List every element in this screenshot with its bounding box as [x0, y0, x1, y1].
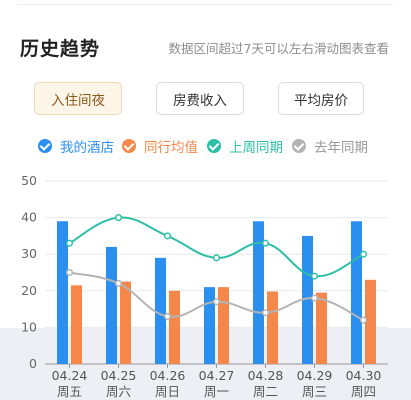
- point-去年同期: [261, 309, 270, 317]
- tab-room-revenue-label: 房费收入: [173, 92, 227, 109]
- bar-我的酒店: [253, 221, 264, 364]
- y-tick-label: 0: [29, 356, 37, 371]
- x-tick-label-weekday: 周二: [253, 384, 278, 399]
- chart-legend: 我的酒店 同行均值 上周同期 去年同期: [0, 136, 411, 156]
- point-去年同期: [114, 279, 123, 288]
- bar-同行均值: [218, 287, 229, 364]
- point-上周同期: [114, 214, 123, 222]
- legend-item-peer-average[interactable]: 同行均值: [122, 136, 198, 156]
- legend-item-last-week[interactable]: 上周同期: [207, 136, 283, 156]
- x-tick-label-date: 04.27: [199, 368, 235, 383]
- legend-item-last-year[interactable]: 去年同期: [292, 136, 368, 156]
- x-tick-label-date: 04.29: [297, 368, 333, 383]
- x-tick-label-weekday: 周六: [106, 384, 131, 399]
- tab-stay-nights[interactable]: 入住间夜: [34, 82, 122, 115]
- point-上周同期: [261, 239, 270, 247]
- top-divider: [18, 4, 393, 5]
- point-去年同期: [359, 316, 368, 324]
- x-tick-label-date: 04.25: [101, 368, 137, 383]
- point-上周同期: [310, 272, 319, 280]
- tab-room-revenue[interactable]: 房费收入: [156, 82, 244, 115]
- bar-我的酒店: [155, 257, 166, 364]
- section-title: 历史趋势: [20, 38, 101, 60]
- bar-我的酒店: [106, 246, 117, 364]
- x-tick-label-weekday: 周五: [57, 384, 82, 399]
- legend-label-my-hotel: 我的酒店: [60, 140, 114, 156]
- legend-item-my-hotel[interactable]: 我的酒店: [38, 136, 114, 156]
- y-tick-label: 10: [21, 319, 37, 334]
- bar-我的酒店: [204, 287, 215, 364]
- x-tick-label-date: 04.28: [248, 368, 284, 383]
- bar-同行均值: [169, 290, 180, 364]
- x-tick-label-weekday: 周三: [302, 384, 327, 399]
- bar-我的酒店: [57, 221, 68, 364]
- point-去年同期: [163, 312, 172, 320]
- legend-label-last-week: 上周同期: [229, 140, 283, 156]
- point-上周同期: [65, 239, 74, 247]
- legend-label-peer-average: 同行均值: [144, 140, 198, 156]
- x-tick-label-weekday: 周日: [155, 384, 180, 399]
- bar-我的酒店: [351, 221, 362, 364]
- check-circle-icon: [292, 139, 306, 153]
- bar-同行均值: [71, 285, 82, 364]
- check-circle-icon: [207, 139, 221, 153]
- bar-同行均值: [120, 281, 131, 364]
- point-去年同期: [212, 298, 221, 306]
- x-tick-label-weekday: 周一: [204, 384, 229, 399]
- check-circle-icon: [38, 139, 52, 153]
- y-tick-label: 30: [21, 246, 37, 261]
- legend-label-last-year: 去年同期: [314, 140, 368, 156]
- y-tick-label: 40: [21, 210, 37, 225]
- tab-average-price[interactable]: 平均房价: [278, 82, 364, 115]
- tab-average-price-label: 平均房价: [294, 92, 348, 109]
- scroll-hint: 数据区间超过7天可以左右滑动图表查看: [168, 41, 389, 56]
- x-tick-label-date: 04.24: [52, 368, 88, 383]
- point-上周同期: [359, 250, 368, 258]
- x-tick-label-date: 04.30: [346, 368, 382, 383]
- point-去年同期: [65, 268, 74, 277]
- bar-同行均值: [316, 292, 327, 364]
- x-tick-label-weekday: 周四: [351, 384, 376, 399]
- bar-同行均值: [365, 279, 376, 364]
- point-上周同期: [163, 232, 172, 240]
- y-tick-label: 50: [21, 173, 37, 188]
- bar-同行均值: [267, 291, 278, 364]
- tab-stay-nights-label: 入住间夜: [51, 92, 105, 109]
- y-tick-label: 20: [21, 283, 37, 298]
- point-去年同期: [310, 294, 319, 302]
- bar-我的酒店: [302, 235, 313, 364]
- x-tick-label-date: 04.26: [150, 368, 186, 383]
- check-circle-icon: [122, 139, 136, 153]
- point-上周同期: [212, 254, 221, 262]
